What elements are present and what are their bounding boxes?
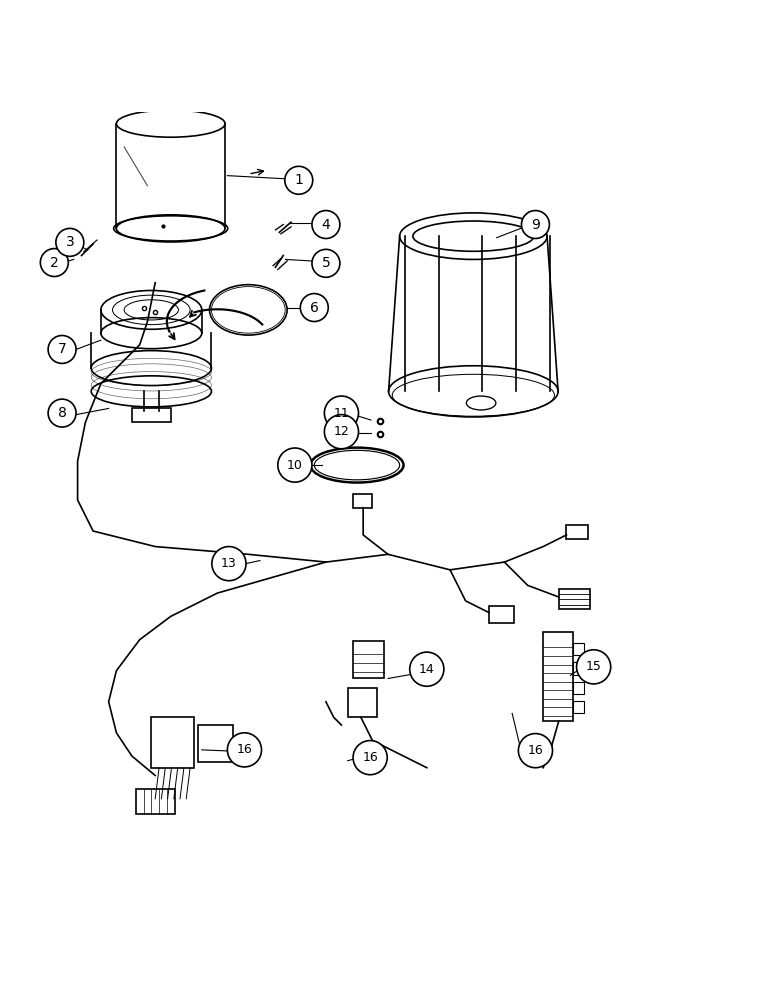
Circle shape — [48, 335, 76, 363]
Bar — [543, 632, 573, 721]
Text: 16: 16 — [237, 743, 252, 756]
Text: 5: 5 — [321, 256, 331, 270]
Text: 14: 14 — [419, 663, 435, 676]
Circle shape — [312, 249, 340, 277]
Text: 1: 1 — [294, 173, 303, 187]
Bar — [573, 682, 584, 694]
Text: 16: 16 — [362, 751, 378, 764]
Circle shape — [324, 396, 359, 430]
Bar — [353, 494, 372, 508]
Text: 9: 9 — [531, 218, 540, 232]
Text: 15: 15 — [586, 660, 601, 673]
Text: 11: 11 — [334, 407, 349, 420]
Circle shape — [48, 399, 76, 427]
Text: 4: 4 — [321, 218, 331, 232]
Bar — [132, 408, 171, 422]
Circle shape — [56, 228, 84, 256]
Bar — [151, 717, 194, 768]
Bar — [573, 643, 584, 655]
Circle shape — [353, 741, 387, 775]
Text: 6: 6 — [310, 301, 319, 315]
Circle shape — [227, 733, 262, 767]
Circle shape — [518, 734, 553, 768]
Circle shape — [410, 652, 444, 686]
Bar — [573, 662, 584, 675]
Circle shape — [577, 650, 611, 684]
Text: 8: 8 — [57, 406, 67, 420]
Bar — [353, 641, 384, 678]
Circle shape — [40, 249, 68, 277]
Bar — [489, 606, 514, 623]
Text: 13: 13 — [221, 557, 237, 570]
Text: 3: 3 — [65, 235, 74, 249]
Bar — [559, 589, 590, 609]
Circle shape — [278, 448, 312, 482]
Circle shape — [285, 166, 313, 194]
Text: 16: 16 — [528, 744, 543, 757]
Text: 10: 10 — [287, 459, 303, 472]
Circle shape — [324, 415, 359, 449]
Circle shape — [212, 547, 246, 581]
Text: 12: 12 — [334, 425, 349, 438]
Bar — [573, 701, 584, 713]
Bar — [136, 789, 175, 814]
Circle shape — [312, 211, 340, 238]
Bar — [198, 725, 233, 762]
Text: 2: 2 — [50, 256, 59, 270]
Circle shape — [521, 211, 549, 238]
Text: 7: 7 — [57, 342, 67, 356]
Bar — [348, 688, 377, 717]
Bar — [566, 525, 588, 539]
Circle shape — [300, 294, 328, 322]
